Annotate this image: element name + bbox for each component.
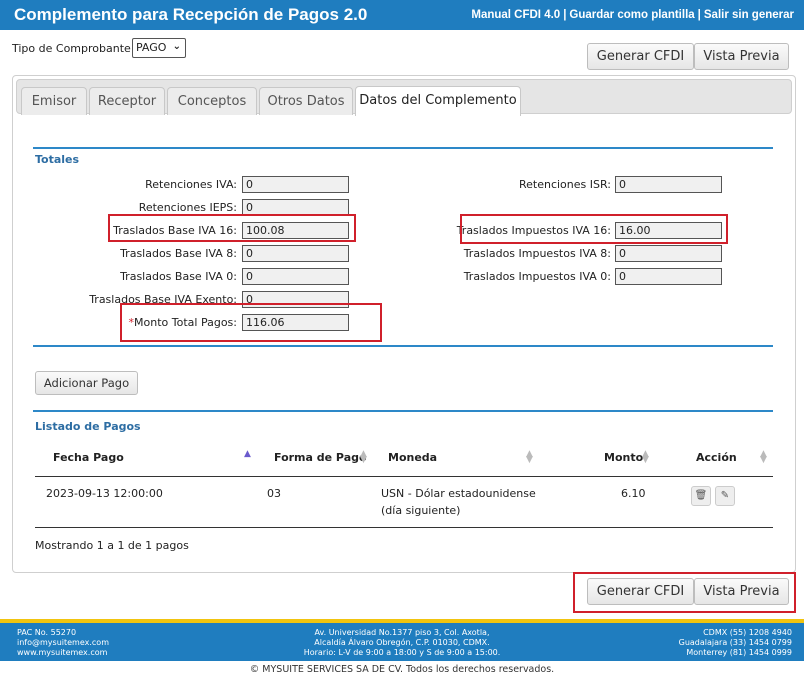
listado-title: Listado de Pagos [35, 420, 141, 433]
traslados-base-iva16-label: Traslados Base IVA 16: [113, 224, 237, 237]
header-links: Manual CFDI 4.0 | Guardar como plantilla | S… [471, 9, 794, 21]
tipo-comprobante-value: PAGO [136, 41, 167, 54]
trash-icon[interactable]: 🗑 [691, 486, 711, 506]
tab-otros-datos[interactable]: Otros Datos [259, 87, 353, 115]
tipo-comprobante-label: Tipo de Comprobante: [12, 42, 135, 55]
cell-moneda-line2: (día siguiente) [381, 504, 461, 517]
tab-emisor[interactable]: Emisor [21, 87, 87, 115]
cell-fecha: 2023-09-13 12:00:00 [46, 487, 163, 500]
tab-datos-complemento[interactable]: Datos del Complemento [355, 86, 521, 116]
copyright: © MYSUITE SERVICES SA DE CV. Todos los d… [249, 664, 555, 675]
tab-receptor[interactable]: Receptor [89, 87, 165, 115]
footer-stripe [0, 619, 804, 623]
top-bar: Complemento para Recepción de Pagos 2.0 … [0, 0, 804, 30]
exit-link[interactable]: Salir sin generar [703, 9, 794, 21]
footer-pac: PAC No. 55270 [17, 628, 77, 637]
footer-left: PAC No. 55270 info@mysuitemex.com www.my… [17, 628, 109, 658]
totales-divider-bottom [33, 345, 773, 347]
traslados-impuestos-iva0-input[interactable]: 0 [615, 268, 722, 285]
traslados-base-iva8-input[interactable]: 0 [242, 245, 349, 262]
traslados-base-iva0-input[interactable]: 0 [242, 268, 349, 285]
cell-forma: 03 [267, 487, 281, 500]
footer-phone-cdmx: CDMX (55) 1208 4940 [703, 628, 792, 637]
footer-website[interactable]: www.mysuitemex.com [17, 648, 108, 657]
vista-previa-button-bottom[interactable]: Vista Previa [694, 578, 789, 605]
col-monto[interactable]: Monto [604, 451, 644, 464]
retenciones-isr-label: Retenciones ISR: [518, 178, 611, 191]
totales-divider-top [33, 147, 773, 149]
col-moneda[interactable]: Moneda [388, 451, 438, 464]
footer: PAC No. 55270 info@mysuitemex.com www.my… [0, 623, 804, 661]
generar-cfdi-button-top[interactable]: Generar CFDI [587, 43, 694, 70]
col-fecha-pago[interactable]: Fecha Pago [53, 451, 124, 464]
sort-icon[interactable]: ▲ ▼ [760, 449, 767, 465]
footer-center: Av. Universidad No.1377 piso 3, Col. Axo… [0, 628, 804, 658]
page-title: Complemento para Recepción de Pagos 2.0 [14, 5, 368, 24]
cell-moneda: USN - Dólar estadounidense [381, 487, 536, 500]
retenciones-ieps-label: Retenciones IEPS: [138, 201, 237, 214]
monto-total-pagos-input[interactable]: 116.06 [242, 314, 349, 331]
sort-icon[interactable]: ▲ ▼ [360, 449, 367, 465]
traslados-base-iva0-label: Traslados Base IVA 0: [120, 270, 237, 283]
main-panel: Emisor Receptor Conceptos Otros Datos Da… [12, 75, 796, 573]
traslados-impuestos-iva0-label: Traslados Impuestos IVA 0: [463, 270, 611, 283]
monto-total-pagos-label: *Monto Total Pagos: [129, 316, 237, 329]
sort-asc-icon[interactable]: ▲ [244, 449, 251, 459]
footer-right: CDMX (55) 1208 4940 Guadalajara (33) 145… [679, 628, 792, 658]
retenciones-iva-input[interactable]: 0 [242, 176, 349, 193]
traslados-impuestos-iva8-input[interactable]: 0 [615, 245, 722, 262]
highlight-traslados-impuestos-iva16 [460, 214, 728, 244]
retenciones-isr-input[interactable]: 0 [615, 176, 722, 193]
footer-hours: Horario: L-V de 9:00 a 18:00 y S de 9:00… [303, 648, 501, 657]
adicionar-pago-button[interactable]: Adicionar Pago [35, 371, 138, 395]
tab-bar: Emisor Receptor Conceptos Otros Datos Da… [16, 79, 792, 116]
traslados-impuestos-iva16-input[interactable]: 16.00 [615, 222, 722, 239]
col-accion[interactable]: Acción [696, 451, 737, 464]
tipo-comprobante-select[interactable]: PAGO ⌄ [132, 38, 186, 58]
retenciones-iva-label: Retenciones IVA: [145, 178, 237, 191]
monto-total-pagos-text: Monto Total Pagos: [134, 316, 237, 329]
traslados-base-iva8-label: Traslados Base IVA 8: [120, 247, 237, 260]
save-template-link[interactable]: Guardar como plantilla [569, 9, 695, 21]
totales-title: Totales [35, 153, 80, 166]
traslados-base-iva-exento-label: Traslados Base IVA Exento: [89, 293, 237, 306]
tab-conceptos[interactable]: Conceptos [167, 87, 257, 115]
footer-phone-gdl: Guadalajara (33) 1454 0799 [678, 638, 792, 647]
table-header-border [35, 476, 773, 477]
footer-phone-mty: Monterrey (81) 1454 0999 [686, 648, 792, 657]
footer-email[interactable]: info@mysuitemex.com [17, 638, 109, 647]
vista-previa-button-top[interactable]: Vista Previa [694, 43, 789, 70]
highlight-traslados-base-iva16 [108, 214, 356, 242]
footer-address-1: Av. Universidad No.1377 piso 3, Col. Axo… [314, 628, 490, 637]
table-footer-border [35, 527, 773, 528]
highlight-bottom-buttons [573, 572, 796, 613]
footer-address-2: Alcaldía Álvaro Obregón, C.P. 01030, CDM… [314, 638, 490, 647]
listado-divider [33, 410, 773, 412]
required-marker: * [128, 316, 135, 329]
pencil-icon[interactable]: ✎ [715, 486, 735, 506]
traslados-impuestos-iva16-label: Traslados Impuestos IVA 16: [456, 224, 611, 237]
col-forma-pago[interactable]: Forma de Pago [274, 451, 367, 464]
highlight-monto-total [120, 303, 382, 342]
table-info: Mostrando 1 a 1 de 1 pagos [35, 539, 189, 552]
generar-cfdi-button-bottom[interactable]: Generar CFDI [587, 578, 694, 605]
traslados-impuestos-iva8-label: Traslados Impuestos IVA 8: [463, 247, 611, 260]
chevron-down-icon: ⌄ [172, 41, 181, 52]
sort-icon[interactable]: ▲ ▼ [642, 449, 649, 465]
traslados-base-iva16-input[interactable]: 100.08 [242, 222, 349, 239]
sort-icon[interactable]: ▲ ▼ [526, 449, 533, 465]
cell-monto: 6.10 [621, 487, 646, 500]
manual-link[interactable]: Manual CFDI 4.0 [471, 9, 561, 21]
